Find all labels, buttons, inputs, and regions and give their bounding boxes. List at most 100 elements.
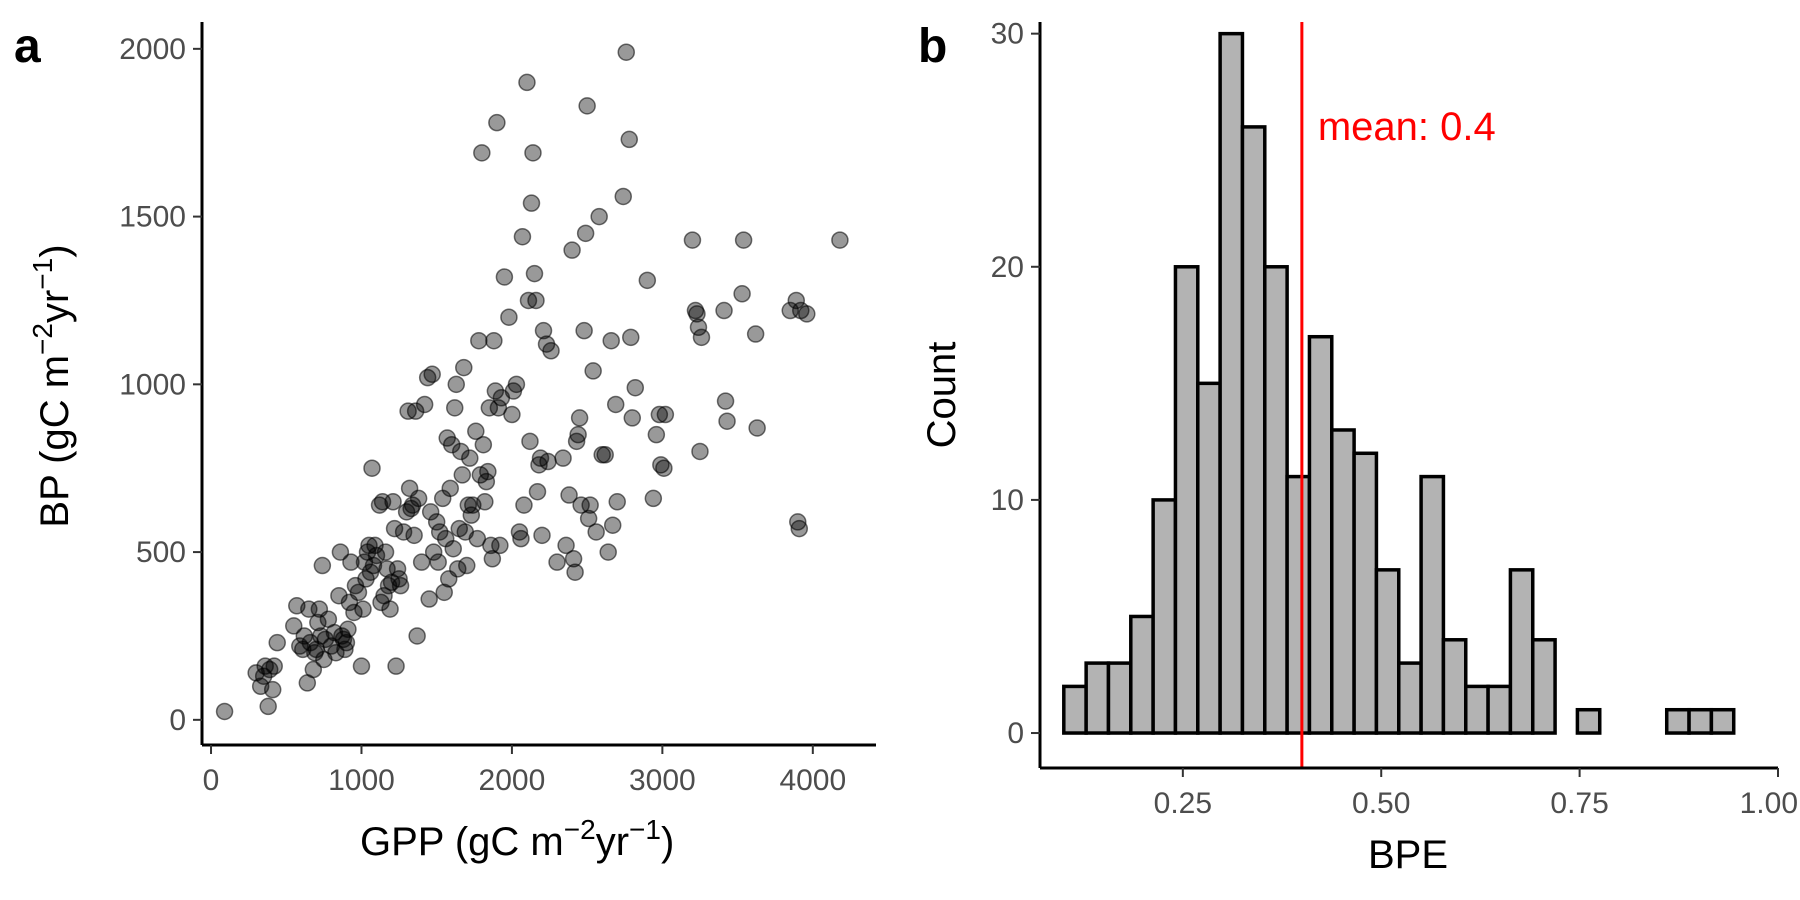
scatter-point [572, 496, 590, 514]
scatter-point [406, 402, 425, 420]
scatter-point [345, 603, 363, 622]
histogram-bar [1196, 381, 1222, 735]
scatter-point [748, 419, 766, 437]
scatter-point [528, 482, 547, 501]
scatter-point [309, 613, 327, 632]
scatter-point [390, 570, 408, 588]
scatter-point [798, 305, 816, 323]
scatter-point [644, 489, 663, 508]
x-axis-title: GPP (gC m−2yr−1) [360, 814, 674, 864]
scatter-point [584, 362, 602, 380]
scatter-point [560, 486, 578, 504]
scatter-point [391, 576, 410, 595]
histogram-bar [1084, 661, 1111, 735]
histogram-bar [1530, 638, 1557, 735]
scatter-point [461, 449, 479, 467]
scatter-point [387, 657, 405, 675]
scatter-point [733, 285, 751, 303]
scatter-point [596, 446, 614, 464]
scatter-point [790, 519, 809, 538]
scatter-point [449, 560, 467, 578]
hist-y-axis-title: Count [920, 342, 964, 449]
y-tick-label: 30 [991, 18, 1024, 51]
scatter-point [215, 702, 234, 721]
scatter-point [491, 536, 509, 555]
histogram-bar [1464, 684, 1490, 735]
scatter-point [746, 325, 765, 343]
scatter-point [482, 536, 500, 555]
x-tick-label: 1.00 [1740, 787, 1798, 820]
scatter-point [394, 523, 413, 541]
scatter-point [590, 207, 608, 226]
y-axis-ticks: 0 500 1000 1500 2000 [119, 33, 202, 737]
scatter-point [683, 231, 702, 249]
scatter-point [581, 496, 599, 514]
scatter-point [405, 526, 423, 545]
scatter-point [331, 543, 350, 561]
scatter-point [467, 422, 485, 441]
scatter-point [563, 241, 581, 259]
scatter-point [363, 459, 381, 477]
scatter-point [638, 271, 657, 290]
scatter-point [327, 643, 345, 662]
scatter-point [602, 331, 620, 350]
scatter-point [408, 627, 426, 645]
scatter-point [530, 456, 548, 474]
histogram-bar [1330, 428, 1356, 735]
panel-b-label: b [918, 20, 947, 73]
histogram-bar [1173, 265, 1200, 735]
x-tick-label: 0.50 [1352, 787, 1410, 820]
scatter-point [522, 194, 541, 212]
scatter-point [476, 493, 494, 511]
scatter-point [483, 550, 502, 568]
y-tick-label: 1500 [119, 201, 186, 234]
scatter-point [689, 318, 708, 337]
scatter-point [623, 409, 642, 427]
scatter-point [423, 365, 441, 384]
x-tick-label: 0.25 [1154, 787, 1212, 820]
histogram-bar [1419, 474, 1446, 735]
scatter-point [622, 328, 640, 347]
scatter-point [789, 513, 807, 531]
scatter-point [567, 432, 586, 451]
scatter-point [513, 227, 532, 246]
hist-x-axis-ticks: 0.25 0.50 0.75 1.00 [1154, 768, 1798, 820]
y-tick-label: 500 [136, 536, 186, 569]
scatter-point [576, 224, 595, 243]
scatter-point [512, 529, 530, 548]
scatter-point [692, 328, 711, 347]
scatter-point [265, 657, 283, 675]
scatter-point [455, 358, 473, 377]
scatter-point [510, 523, 529, 541]
histogram-bar [1263, 265, 1289, 735]
scatter-point [441, 479, 459, 498]
x-tick-label: 3000 [629, 764, 696, 797]
scatter-point [474, 435, 493, 454]
y-tick-label: 10 [991, 484, 1024, 517]
scatter-point [485, 331, 503, 350]
y-tick-label: 1000 [119, 368, 186, 401]
scatter-point [473, 144, 491, 162]
y-tick-label: 0 [169, 704, 186, 737]
scatter-point [342, 553, 360, 571]
scatter-point [336, 640, 354, 659]
hist-x-axis-title: BPE [1368, 833, 1448, 877]
scatter-point [655, 459, 673, 477]
scatter-point [330, 586, 348, 605]
scatter-point [420, 590, 438, 608]
scatter-point [650, 405, 669, 424]
scatter-point [458, 556, 476, 575]
scatter-point [542, 342, 560, 360]
scatter-point [453, 466, 472, 484]
scatter-point [446, 399, 464, 417]
scatter-point [486, 382, 505, 400]
hist-y-axis-ticks: 0 10 20 30 [991, 18, 1040, 750]
scatter-point [691, 442, 709, 461]
scatter-point [316, 630, 335, 649]
scatter-point [263, 680, 282, 699]
x-tick-label: 0 [203, 764, 220, 797]
scatter-point [527, 291, 545, 310]
scatter-point [575, 321, 593, 340]
scatter-point [617, 43, 636, 61]
scatter-point [349, 583, 368, 602]
